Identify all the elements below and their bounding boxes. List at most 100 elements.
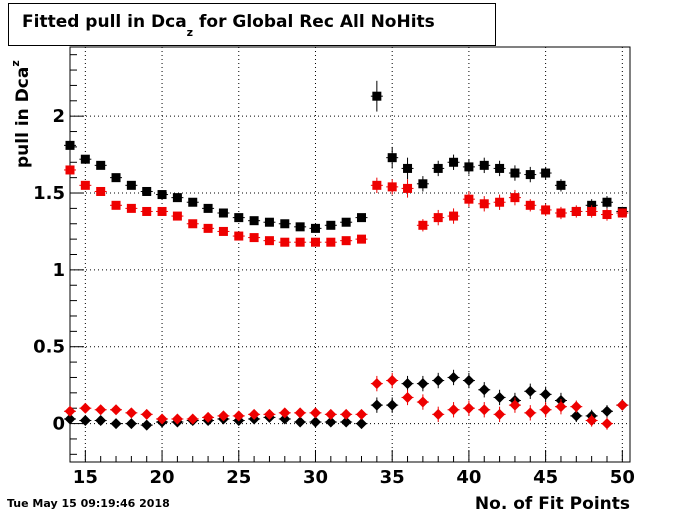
data-point-square xyxy=(295,222,305,232)
data-point-square xyxy=(418,220,428,230)
data-point-diamond xyxy=(570,401,582,413)
data-point-diamond xyxy=(309,416,321,428)
data-point-square xyxy=(403,163,413,173)
data-point-square xyxy=(65,165,75,175)
chart-title-subscript: z xyxy=(186,26,194,39)
data-point-square xyxy=(172,193,182,203)
data-point-diamond xyxy=(616,399,628,411)
chart-title: Fitted pull in Dcaz for Global Rec All N… xyxy=(22,12,435,39)
data-point-square xyxy=(157,206,167,216)
data-point-diamond xyxy=(248,408,260,420)
data-point-square xyxy=(249,233,259,243)
data-point-square xyxy=(203,203,213,213)
data-point-square xyxy=(418,179,428,189)
data-point-square xyxy=(541,205,551,215)
data-point-square xyxy=(142,186,152,196)
x-tick-labels: 15 20 25 30 35 40 45 50 xyxy=(73,467,635,488)
data-point-diamond xyxy=(110,418,122,430)
data-point-square xyxy=(387,153,397,163)
data-point-diamond xyxy=(417,396,429,408)
data-point-square xyxy=(357,234,367,244)
y-tick-label: 0.5 xyxy=(33,337,65,358)
data-point-diamond xyxy=(524,385,536,397)
data-point-square xyxy=(479,160,489,170)
data-point-diamond xyxy=(325,408,337,420)
data-point-diamond xyxy=(64,405,76,417)
data-point-square xyxy=(357,213,367,223)
data-point-diamond xyxy=(294,416,306,428)
x-tick-label: 45 xyxy=(533,467,558,488)
data-point-diamond xyxy=(79,402,91,414)
data-point-diamond xyxy=(448,404,460,416)
data-point-square xyxy=(234,213,244,223)
x-tick-label: 25 xyxy=(226,467,251,488)
data-point-square xyxy=(602,210,612,220)
data-point-square xyxy=(479,199,489,209)
data-point-square xyxy=(188,197,198,207)
data-point-diamond xyxy=(356,408,368,420)
data-point-diamond xyxy=(217,410,229,422)
data-point-square xyxy=(341,217,351,227)
chart-title-rest: for Global Rec All NoHits xyxy=(193,12,435,32)
chart-title-box: Fitted pull in Dcaz for Global Rec All N… xyxy=(8,3,496,46)
data-point-square xyxy=(80,180,90,190)
axis-ticks xyxy=(69,54,623,462)
data-point-square xyxy=(464,162,474,172)
data-point-square xyxy=(111,173,121,183)
data-point-square xyxy=(587,206,597,216)
y-tick-labels: 0 0.5 1 1.5 2 xyxy=(33,106,65,434)
data-point-diamond xyxy=(171,413,183,425)
y-axis-title-subscript: z xyxy=(9,60,22,66)
data-point-square xyxy=(172,211,182,221)
data-point-diamond xyxy=(340,408,352,420)
data-point-square xyxy=(556,208,566,218)
y-tick-label: 1 xyxy=(52,260,65,281)
data-point-diamond xyxy=(64,413,76,425)
x-tick-label: 35 xyxy=(380,467,405,488)
data-point-diamond xyxy=(233,410,245,422)
data-point-square xyxy=(295,237,305,247)
data-point-square xyxy=(403,183,413,193)
y-tick-label: 0 xyxy=(52,414,65,435)
data-point-square xyxy=(188,219,198,229)
data-point-diamond xyxy=(478,384,490,396)
y-axis-title: pull in Dcaz xyxy=(9,60,33,168)
data-point-diamond xyxy=(540,404,552,416)
data-point-square xyxy=(387,182,397,192)
data-point-diamond xyxy=(570,410,582,422)
data-point-square xyxy=(126,180,136,190)
data-point-diamond xyxy=(202,411,214,423)
data-point-square xyxy=(617,208,627,218)
y-tick-label: 2 xyxy=(52,106,65,127)
data-point-square xyxy=(510,168,520,178)
data-point-diamond xyxy=(402,378,414,390)
data-point-square xyxy=(326,237,336,247)
data-points xyxy=(64,80,629,431)
data-point-diamond xyxy=(309,407,321,419)
data-point-diamond xyxy=(187,413,199,425)
data-point-square xyxy=(96,160,106,170)
data-point-diamond xyxy=(340,416,352,428)
data-point-square xyxy=(433,163,443,173)
data-point-square xyxy=(449,211,459,221)
data-point-diamond xyxy=(371,399,383,411)
data-point-diamond xyxy=(141,408,153,420)
data-point-square xyxy=(341,236,351,246)
data-point-square xyxy=(525,200,535,210)
data-point-diamond xyxy=(586,415,598,426)
data-point-diamond xyxy=(386,375,398,387)
data-point-diamond xyxy=(279,413,291,425)
data-point-diamond xyxy=(125,418,137,430)
x-axis-title: No. of Fit Points xyxy=(475,494,630,514)
data-point-square xyxy=(65,140,75,150)
data-point-diamond xyxy=(478,404,490,416)
data-point-square xyxy=(433,213,443,223)
data-point-square xyxy=(280,219,290,229)
data-point-square xyxy=(310,223,320,233)
data-point-diamond xyxy=(432,408,444,420)
data-point-diamond xyxy=(448,371,460,383)
data-point-diamond xyxy=(555,401,567,413)
data-point-square xyxy=(264,217,274,227)
data-point-diamond xyxy=(356,418,368,430)
